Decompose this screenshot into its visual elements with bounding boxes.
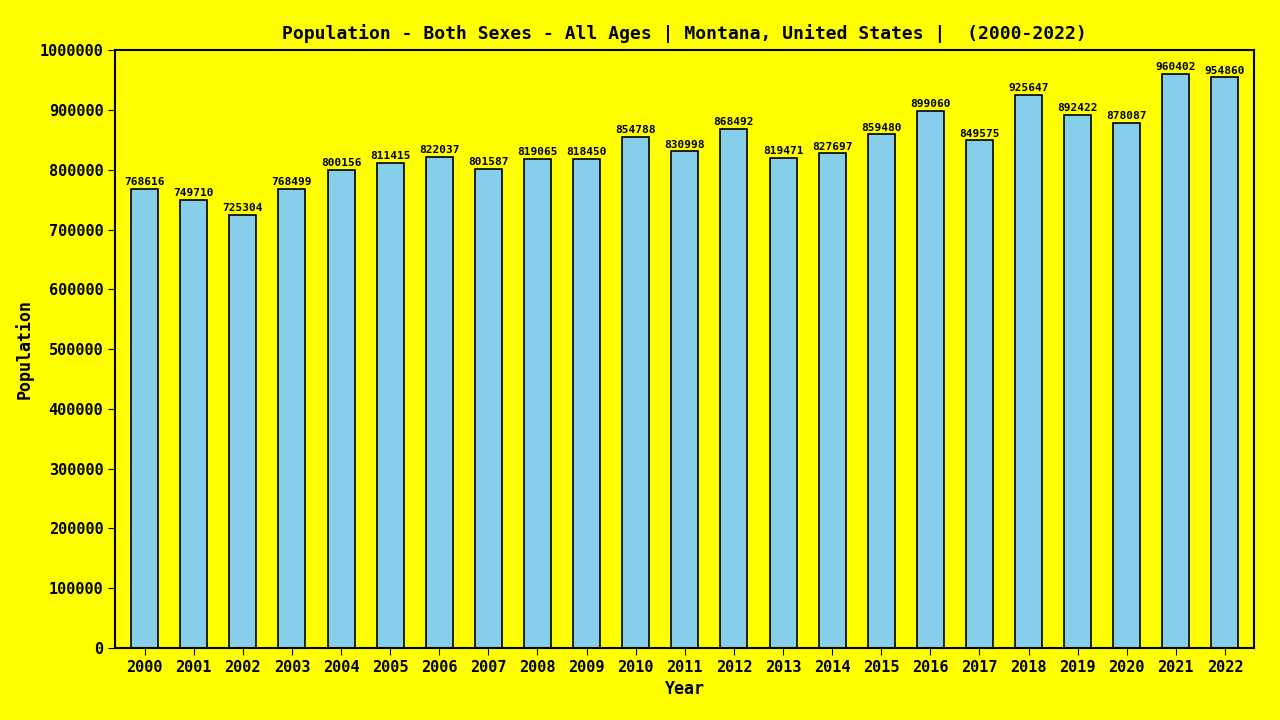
Bar: [721, 129, 748, 648]
Text: 768499: 768499: [271, 177, 312, 187]
Bar: [524, 158, 550, 648]
Bar: [916, 111, 943, 648]
Text: 819471: 819471: [763, 146, 804, 156]
Bar: [279, 189, 306, 648]
Bar: [868, 135, 895, 648]
Text: 768616: 768616: [124, 177, 165, 187]
Bar: [376, 163, 403, 648]
X-axis label: Year: Year: [664, 680, 705, 698]
Bar: [622, 138, 649, 648]
Bar: [1064, 114, 1091, 648]
Text: 811415: 811415: [370, 151, 411, 161]
Text: 819065: 819065: [517, 147, 558, 157]
Text: 800156: 800156: [321, 158, 361, 168]
Text: 830998: 830998: [664, 140, 705, 150]
Text: 960402: 960402: [1156, 62, 1196, 72]
Bar: [426, 157, 453, 648]
Bar: [573, 159, 600, 648]
Bar: [1114, 123, 1140, 648]
Text: 854788: 854788: [616, 125, 655, 135]
Bar: [769, 158, 796, 648]
Text: 878087: 878087: [1106, 112, 1147, 122]
Text: 892422: 892422: [1057, 103, 1098, 113]
Bar: [671, 151, 699, 648]
Y-axis label: Population: Population: [15, 300, 35, 399]
Text: 749710: 749710: [174, 188, 214, 198]
Bar: [229, 215, 256, 648]
Text: 925647: 925647: [1009, 83, 1048, 93]
Bar: [328, 170, 355, 648]
Bar: [131, 189, 159, 648]
Text: 954860: 954860: [1204, 66, 1245, 76]
Bar: [1162, 74, 1189, 648]
Text: 859480: 859480: [861, 122, 901, 132]
Text: 827697: 827697: [812, 142, 852, 152]
Bar: [1211, 77, 1239, 648]
Text: 868492: 868492: [714, 117, 754, 127]
Text: 818450: 818450: [566, 147, 607, 157]
Bar: [180, 200, 207, 648]
Bar: [1015, 95, 1042, 648]
Text: 725304: 725304: [223, 203, 264, 213]
Title: Population - Both Sexes - All Ages | Montana, United States |  (2000-2022): Population - Both Sexes - All Ages | Mon…: [283, 24, 1087, 43]
Text: 822037: 822037: [419, 145, 460, 155]
Bar: [966, 140, 993, 648]
Text: 899060: 899060: [910, 99, 951, 109]
Text: 801587: 801587: [468, 157, 508, 167]
Bar: [819, 153, 846, 648]
Text: 849575: 849575: [959, 128, 1000, 138]
Bar: [475, 169, 502, 648]
